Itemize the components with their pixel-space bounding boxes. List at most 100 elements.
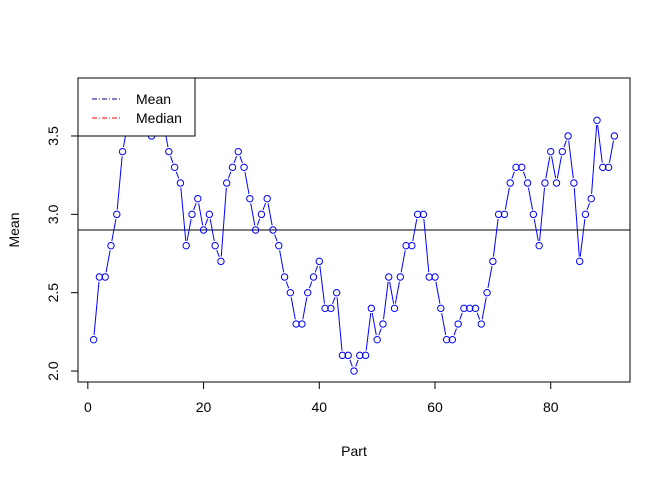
y-tick-label: 3.5 <box>45 126 61 146</box>
series-segment <box>378 328 382 336</box>
series-segment <box>111 218 117 242</box>
data-point <box>604 163 613 172</box>
series-segment <box>383 281 389 320</box>
data-point <box>199 226 208 234</box>
series-segment <box>556 156 562 179</box>
data-point <box>298 320 306 328</box>
data-point <box>170 163 179 172</box>
data-point <box>344 351 352 360</box>
data-point <box>367 304 376 313</box>
data-point <box>228 163 237 172</box>
series-segment <box>365 313 372 351</box>
y-tick-label: 2.5 <box>45 283 61 303</box>
series-segment <box>539 187 546 241</box>
data-point <box>460 304 468 313</box>
series-segment <box>551 156 557 179</box>
data-point <box>350 367 358 375</box>
series-segment <box>332 297 336 305</box>
data-point <box>89 335 98 344</box>
series-segment <box>435 281 441 304</box>
series-segment <box>250 203 256 226</box>
series-segment <box>239 155 243 163</box>
x-tick-label: 0 <box>84 399 92 415</box>
series-segment <box>573 187 580 257</box>
data-point <box>523 179 532 187</box>
data-point <box>315 257 323 266</box>
y-axis: 2.0 2.5 3.0 3.5 <box>45 126 79 381</box>
data-point <box>118 147 127 156</box>
series-segment <box>279 250 285 273</box>
data-point <box>471 304 480 313</box>
series-segment <box>319 266 325 304</box>
data-point <box>564 132 572 140</box>
data-point <box>489 257 497 266</box>
data-point <box>552 179 561 187</box>
series-segment <box>302 297 308 320</box>
series-segment <box>504 187 510 210</box>
data-point <box>113 210 121 219</box>
series-segment <box>336 297 343 351</box>
series-segment <box>216 249 220 258</box>
data-point <box>101 273 109 281</box>
series-segment <box>579 219 586 257</box>
series-segment <box>186 218 192 242</box>
series-segment <box>476 312 481 320</box>
data-point <box>599 163 607 172</box>
legend-label-median: Median <box>136 110 182 126</box>
series-segment <box>349 359 353 367</box>
series-segment <box>198 203 204 226</box>
data-point <box>251 226 260 234</box>
data-point <box>529 210 538 219</box>
data-point <box>541 179 549 187</box>
data-point <box>448 335 457 344</box>
data-point <box>338 351 347 360</box>
data-point <box>280 273 289 281</box>
legend: Mean Median <box>77 77 196 137</box>
series-segment <box>227 171 232 179</box>
data-point <box>385 273 393 281</box>
data-point <box>408 241 416 250</box>
series-segment <box>274 234 278 242</box>
data-point <box>188 210 196 219</box>
data-point <box>518 163 526 172</box>
data-point <box>217 257 225 266</box>
data-point <box>263 194 271 203</box>
series-segment <box>522 171 527 179</box>
series-segment <box>453 328 457 336</box>
series-segment <box>105 250 111 273</box>
data-point <box>575 257 584 266</box>
data-point <box>483 288 491 297</box>
data-point <box>390 304 399 313</box>
x-tick-label: 20 <box>196 399 212 415</box>
series-segment <box>563 140 567 148</box>
data-point <box>466 304 474 313</box>
x-tick-label: 60 <box>427 399 443 415</box>
y-tick-label: 2.0 <box>45 361 61 381</box>
data-point <box>413 210 422 219</box>
series-segment <box>568 140 574 179</box>
data-point <box>437 304 445 313</box>
y-axis-label: Mean <box>6 212 22 247</box>
series-segment <box>262 202 267 211</box>
data-point <box>570 179 578 187</box>
data-point <box>477 320 485 328</box>
data-point <box>587 194 595 203</box>
series-segment <box>220 187 227 257</box>
data-point <box>356 351 364 360</box>
series-segment <box>93 281 100 335</box>
data-point <box>379 320 387 328</box>
data-point <box>269 226 277 234</box>
series-segment <box>180 187 187 241</box>
series-segment <box>492 219 499 257</box>
data-point <box>610 132 619 140</box>
data-point <box>512 163 520 172</box>
data-point <box>419 210 428 219</box>
series-segment <box>545 156 551 179</box>
data-point <box>234 147 242 156</box>
data-point <box>396 273 404 281</box>
series-segment <box>355 359 359 367</box>
series-points <box>89 100 619 375</box>
series-segment <box>389 281 395 304</box>
data-point <box>165 147 173 156</box>
